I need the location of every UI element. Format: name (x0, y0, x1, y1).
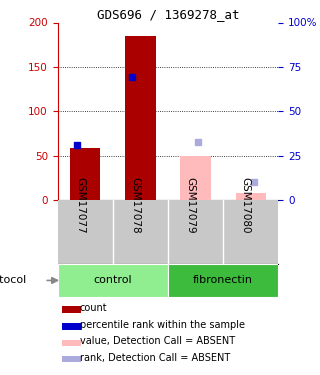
Bar (62, 306, 81, 313)
Bar (180, 156, 211, 200)
Bar (62, 356, 81, 362)
Text: protocol: protocol (0, 276, 27, 285)
Bar (62, 323, 81, 330)
Text: GSM17078: GSM17078 (131, 177, 140, 233)
Text: GSM17079: GSM17079 (186, 177, 196, 233)
Bar (58, 264, 168, 297)
Text: GSM17080: GSM17080 (241, 177, 251, 233)
Text: count: count (80, 303, 107, 313)
Title: GDS696 / 1369278_at: GDS696 / 1369278_at (97, 8, 239, 21)
Bar (70, 148, 100, 200)
Bar (125, 36, 156, 200)
Text: GSM17077: GSM17077 (75, 177, 85, 233)
Bar (168, 264, 278, 297)
Text: rank, Detection Call = ABSENT: rank, Detection Call = ABSENT (80, 352, 230, 363)
Text: percentile rank within the sample: percentile rank within the sample (80, 320, 245, 330)
Bar (236, 193, 266, 200)
Text: fibronectin: fibronectin (193, 276, 253, 285)
Text: control: control (93, 276, 132, 285)
Bar (62, 340, 81, 346)
Text: value, Detection Call = ABSENT: value, Detection Call = ABSENT (80, 336, 235, 346)
